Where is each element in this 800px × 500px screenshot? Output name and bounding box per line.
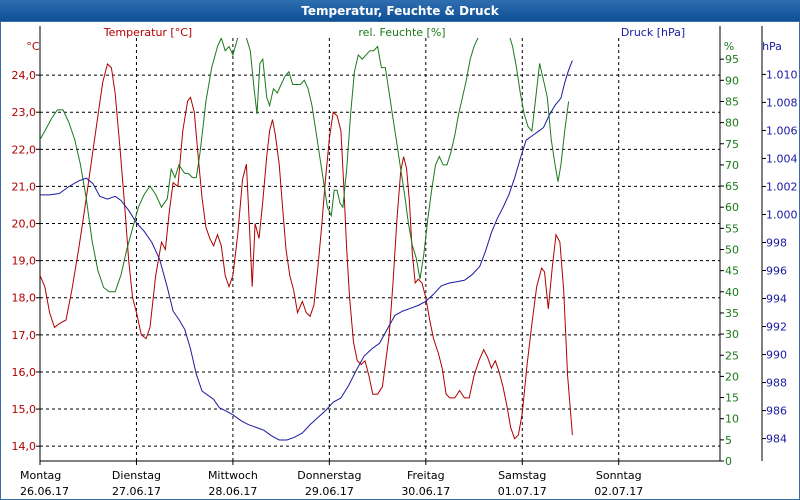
humidity-tick-label: 15: [725, 392, 739, 405]
x-tick-label-day: Samstag: [498, 469, 546, 482]
temperature-series-line: [40, 63, 573, 440]
x-tick-label-date: 02.07.17: [594, 485, 643, 498]
x-tick-label-day: Freitag: [407, 469, 445, 482]
x-tick-label-date: 28.06.17: [208, 485, 257, 498]
pressure-series-line: [40, 60, 573, 441]
humidity-tick-label: 0: [725, 455, 732, 468]
temperature-tick-label: 16,0: [12, 366, 37, 379]
x-tick-label-day: Dienstag: [112, 469, 161, 482]
pressure-tick-label: 1.008: [766, 96, 798, 109]
temperature-tick-label: 19,0: [12, 255, 37, 268]
x-tick-label-day: Mittwoch: [208, 469, 258, 482]
pressure-tick-label: 990: [766, 349, 787, 362]
humidity-tick-label: 80: [725, 117, 739, 130]
temperature-tick-label: 24,0: [12, 69, 37, 82]
pressure-unit: hPa: [762, 40, 782, 53]
pressure-axis-label: Druck [hPa]: [621, 26, 685, 39]
humidity-tick-label: 40: [725, 286, 739, 299]
humidity-tick-label: 70: [725, 159, 739, 172]
humidity-tick-label: 50: [725, 244, 739, 257]
temperature-tick-label: 14,0: [12, 440, 37, 453]
grid: [40, 38, 720, 461]
x-axis: Montag 26.06.17 Dienstag 27.06.17 Mittwoch 28…: [20, 460, 720, 498]
pressure-tick-label: 988: [766, 377, 787, 390]
pressure-tick-label: 998: [766, 236, 787, 249]
x-tick-label-date: 27.06.17: [112, 485, 161, 498]
x-tick-label-date: 01.07.17: [498, 485, 547, 498]
pressure-tick-label: 994: [766, 293, 787, 306]
temperature-tick-label: 21,0: [12, 180, 37, 193]
pressure-axis: 984 986 988 990 992 994 996 998 1.000 1.002 1.004 1…: [761, 26, 798, 461]
humidity-tick-label: 25: [725, 349, 739, 362]
humidity-tick-label: 60: [725, 201, 739, 214]
humidity-axis: 0 5 10 15 20 25 30 35 40 45 50 55 60 65 70 75 80 85 90 95: [719, 26, 739, 468]
x-tick-label-day: Sonntag: [596, 469, 642, 482]
pressure-tick-label: 1.006: [766, 124, 798, 137]
temperature-axis: 14,0 15,0 16,0 17,0 18,0 19,0 20,0 21,0 22,0 23,0…: [12, 26, 41, 461]
x-tick-label-date: 29.06.17: [305, 485, 354, 498]
x-tick-label-day: Donnerstag: [297, 469, 361, 482]
temperature-tick-label: 23,0: [12, 106, 37, 119]
x-tick-label-date: 30.06.17: [401, 485, 450, 498]
series-lines: [40, 38, 573, 441]
temperature-tick-label: 17,0: [12, 329, 37, 342]
x-tick-label-day: Montag: [20, 469, 61, 482]
temperature-axis-label: Temperatur [°C]: [103, 26, 192, 39]
temperature-unit: °C: [26, 40, 40, 53]
pressure-tick-label: 1.004: [766, 152, 798, 165]
humidity-tick-label: 35: [725, 307, 739, 320]
x-tick-label-date: 26.06.17: [20, 485, 69, 498]
pressure-tick-label: 1.010: [766, 68, 798, 81]
humidity-axis-label: rel. Feuchte [%]: [358, 26, 445, 39]
humidity-tick-label: 75: [725, 138, 739, 151]
humidity-tick-label: 85: [725, 95, 739, 108]
pressure-tick-label: 1.002: [766, 180, 798, 193]
temperature-tick-label: 15,0: [12, 403, 37, 416]
temperature-tick-label: 22,0: [12, 143, 37, 156]
temperature-tick-label: 20,0: [12, 218, 37, 231]
pressure-tick-label: 986: [766, 405, 787, 418]
pressure-tick-label: 996: [766, 265, 787, 278]
humidity-tick-label: 45: [725, 265, 739, 278]
humidity-tick-label: 65: [725, 180, 739, 193]
humidity-tick-label: 90: [725, 74, 739, 87]
pressure-tick-label: 1.000: [766, 208, 798, 221]
humidity-series-line: [40, 38, 570, 293]
temperature-tick-label: 18,0: [12, 292, 37, 305]
pressure-tick-label: 992: [766, 321, 787, 334]
pressure-tick-label: 984: [766, 433, 787, 446]
humidity-tick-label: 10: [725, 413, 739, 426]
humidity-tick-label: 55: [725, 222, 739, 235]
humidity-tick-label: 5: [725, 434, 732, 447]
humidity-tick-label: 30: [725, 328, 739, 341]
humidity-unit: %: [724, 40, 734, 53]
humidity-tick-label: 20: [725, 370, 739, 383]
humidity-tick-label: 95: [725, 53, 739, 66]
